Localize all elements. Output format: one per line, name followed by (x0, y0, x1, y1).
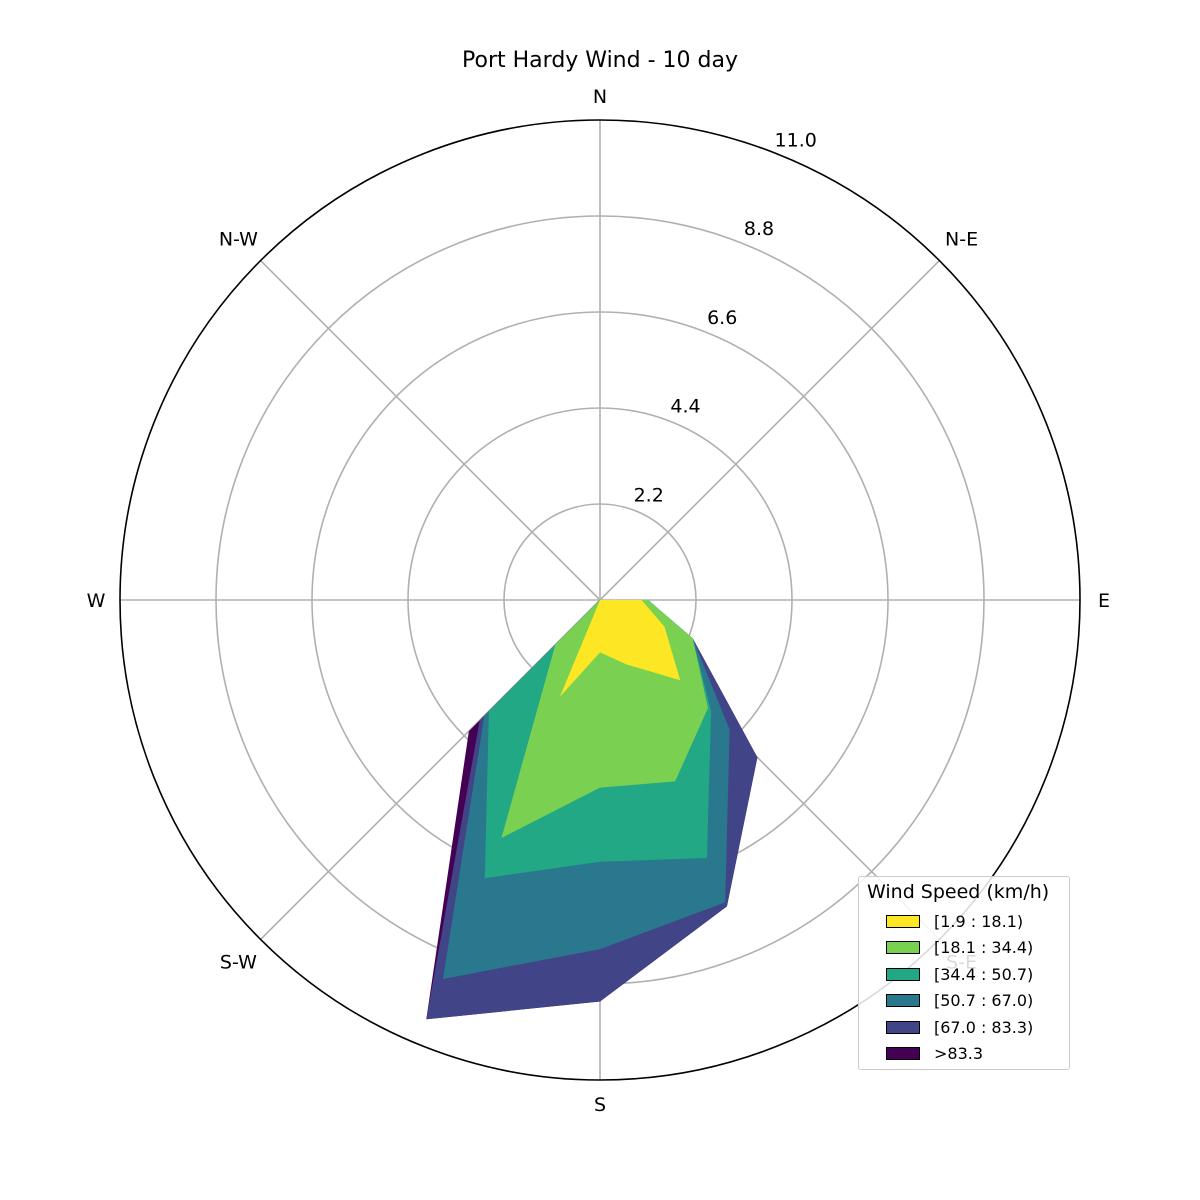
legend-label: [50.7 : 67.0) (934, 991, 1034, 1010)
direction-label: N (593, 86, 607, 108)
legend-item: [50.7 : 67.0) (886, 990, 1033, 1012)
legend-label: >83.3 (934, 1044, 984, 1063)
legend-swatch (886, 941, 920, 954)
legend-item: >83.3 (886, 1043, 983, 1065)
radial-tick-label: 6.6 (707, 307, 737, 329)
legend-label: [34.4 : 50.7) (934, 964, 1034, 984)
direction-label: W (87, 590, 106, 612)
legend-swatch (886, 1047, 920, 1060)
legend-swatch (886, 994, 920, 1007)
legend-swatch (886, 967, 920, 981)
legend-label: [18.1 : 34.4) (934, 938, 1034, 957)
chart-title: Port Hardy Wind - 10 day (462, 48, 738, 73)
series-layer (426, 579, 758, 1020)
direction-label: E (1098, 590, 1110, 612)
radial-tick-labels: 2.2 4.4 6.6 8.8 11.0 (634, 130, 817, 507)
legend-swatch (886, 914, 920, 928)
radial-tick-label: 11.0 (775, 130, 817, 152)
legend: Wind Speed (km/h) [1.9 : 18.1) [18.1 : 34… (858, 876, 1070, 1070)
series-area (559, 579, 681, 697)
legend-title: Wind Speed (km/h) (867, 881, 1050, 903)
radial-tick-label: 2.2 (634, 484, 664, 506)
direction-label: S-W (220, 952, 257, 974)
radial-tick-label: 4.4 (670, 396, 700, 418)
grid-spoke (599, 260, 940, 601)
legend-swatch (886, 1020, 920, 1034)
legend-label: [67.0 : 83.3) (934, 1017, 1034, 1037)
polar-frame (119, 119, 1081, 1081)
legend-item: [18.1 : 34.4) (886, 937, 1033, 959)
direction-label: N-W (219, 228, 258, 250)
legend-item: [67.0 : 83.3) (886, 1016, 1033, 1038)
radial-tick-label: 8.8 (744, 218, 774, 240)
direction-label: N-E (945, 228, 978, 250)
legend-item: [34.4 : 50.7) (886, 963, 1033, 985)
direction-label: S (594, 1094, 606, 1116)
legend-label: [1.9 : 18.1) (934, 911, 1024, 931)
grid-spoke (260, 260, 601, 601)
legend-item: [1.9 : 18.1) (886, 910, 1023, 932)
